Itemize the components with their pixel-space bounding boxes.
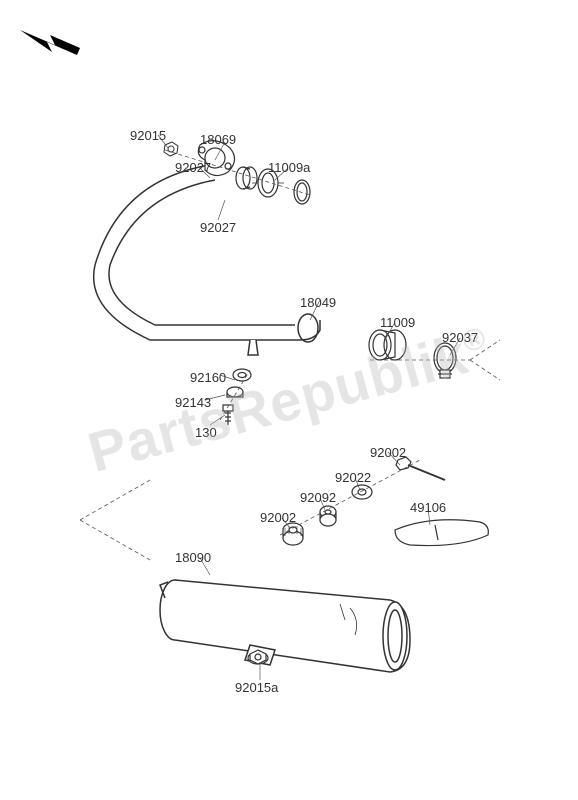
part-label: 92027: [200, 220, 236, 235]
ring-part: [294, 180, 310, 204]
gasket-b: [369, 330, 406, 360]
part-label: 92022: [335, 470, 371, 485]
part-label: 92143: [175, 395, 211, 410]
collar-part: [236, 167, 257, 189]
part-label: 130: [195, 425, 217, 440]
part-label: 92002: [260, 510, 296, 525]
part-label: 92037: [442, 330, 478, 345]
part-label: 18090: [175, 550, 211, 565]
part-label: 92160: [190, 370, 226, 385]
part-label: 49106: [410, 500, 446, 515]
part-label: 92002: [370, 445, 406, 460]
muffler-body: [160, 580, 410, 672]
cover-part: [395, 520, 488, 546]
exhaust-pipe: [94, 165, 320, 355]
parts-svg: [0, 0, 578, 800]
spacer-part: [320, 506, 336, 526]
nut-small: [164, 142, 178, 156]
clamp-part: [434, 343, 456, 378]
part-label: 92027: [175, 160, 211, 175]
part-label: 11009: [380, 315, 415, 330]
part-label: 11009a: [268, 160, 310, 175]
part-label: 18069: [200, 132, 236, 147]
part-label: 18049: [300, 295, 336, 310]
part-label: 92092: [300, 490, 336, 505]
part-label: 92015a: [235, 680, 278, 695]
damper-part: [283, 523, 303, 545]
part-label: 92015: [130, 128, 166, 143]
parts-diagram: 92015 18069 92027 11009a 92027 18049 11009 9203…: [0, 0, 578, 800]
